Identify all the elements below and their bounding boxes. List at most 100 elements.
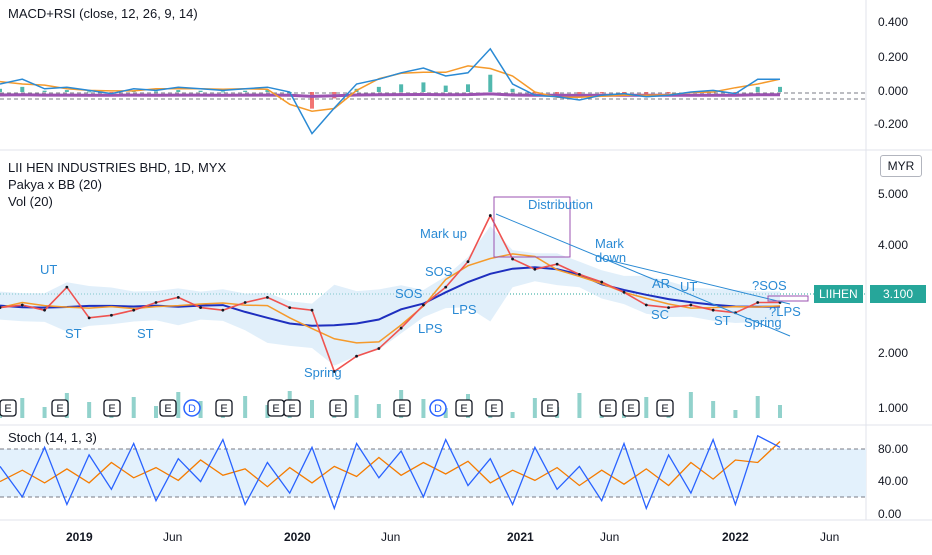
indicator-vol-label[interactable]: Vol (20) <box>8 194 53 209</box>
earnings-marker-text-0: E <box>4 403 11 415</box>
annotation-distribution: Distribution <box>528 197 593 212</box>
earnings-marker-box-3 <box>159 399 177 417</box>
price-point-7 <box>154 301 158 304</box>
macd-hist-bar-26 <box>577 92 582 96</box>
price-point-4 <box>87 316 91 320</box>
macd-tick-0: 0.400 <box>878 15 908 29</box>
macd-hist-bar-25 <box>555 92 560 94</box>
earnings-marker-text-8: E <box>334 403 341 415</box>
price-point-34 <box>756 301 760 304</box>
volume-bar-8 <box>176 392 181 418</box>
annotation-qsos: ?SOS <box>752 278 787 293</box>
x-label-jun-2: Jun <box>381 530 400 544</box>
volume-bar-20 <box>443 408 448 418</box>
target-box[interactable] <box>767 295 809 302</box>
price-tick-3: 2.000 <box>878 346 908 360</box>
earnings-marker-text-11: E <box>460 403 467 415</box>
indicator-bb-label[interactable]: Pakya x BB (20) <box>8 177 102 192</box>
price-point-30 <box>667 306 670 310</box>
earnings-marker-text-7: E <box>288 403 295 415</box>
macd-hist-bar-17 <box>376 86 381 92</box>
volume-bar-24 <box>532 398 537 418</box>
annotation-spring-2: Spring <box>744 315 782 330</box>
earnings-marker-text-2: E <box>108 403 115 415</box>
macd-hist-bar-2 <box>42 90 47 92</box>
stoch-tick-1: 40.00 <box>878 474 908 488</box>
volume-bar-1 <box>20 398 25 418</box>
price-point-31 <box>689 303 693 307</box>
price-point-13 <box>288 306 292 310</box>
macd-hist-bar-27 <box>599 92 604 94</box>
macd-line <box>0 47 780 135</box>
earnings-marker-4: D <box>183 399 201 417</box>
macd-pane-title[interactable]: MACD+RSI (close, 12, 26, 9, 14) <box>8 6 198 21</box>
price-point-1 <box>20 303 24 307</box>
stoch-tick-2: 0.00 <box>878 507 902 521</box>
annotation-spring-1: Spring <box>304 365 342 380</box>
earnings-marker-3: E <box>159 399 177 417</box>
price-point-17 <box>377 347 381 350</box>
macd-hist-bar-3 <box>64 90 69 92</box>
earnings-marker-text-1: E <box>56 403 63 415</box>
price-point-2 <box>43 308 46 312</box>
annotation-st-1: ST <box>65 326 82 341</box>
price-pane-title[interactable]: LII HEN INDUSTRIES BHD, 1D, MYX <box>8 160 227 175</box>
macd-hist-bar-12 <box>265 90 270 92</box>
macd-hist-bar-23 <box>510 88 515 92</box>
earnings-marker-7: E <box>283 399 301 417</box>
price-point-5 <box>110 313 113 317</box>
price-point-14 <box>310 308 314 312</box>
price-point-15 <box>332 370 336 373</box>
x-label-jun-4: Jun <box>820 530 839 544</box>
stoch-k-line <box>0 434 781 511</box>
earnings-marker-16: E <box>656 399 674 417</box>
price-point-24 <box>533 267 537 271</box>
annotation-sos-1: SOS <box>395 286 423 301</box>
volume-bar-11 <box>243 396 248 418</box>
currency-button[interactable]: MYR <box>880 155 922 177</box>
earnings-marker-0: E <box>0 399 17 417</box>
volume-bar-19 <box>421 399 426 418</box>
earnings-marker-box-14 <box>599 399 617 417</box>
macd-hist-bar-11 <box>243 90 248 92</box>
volume-bar-14 <box>310 400 314 418</box>
macd-hist-bar-18 <box>399 84 404 92</box>
earnings-marker-8: E <box>329 399 347 417</box>
stoch-pane-title[interactable]: Stoch (14, 1, 3) <box>8 430 97 445</box>
bollinger-band-fill <box>0 226 780 366</box>
volume-bar-7 <box>154 406 158 418</box>
price-point-32 <box>711 308 715 312</box>
price-point-12 <box>266 295 269 299</box>
x-label-jun-3: Jun <box>600 530 619 544</box>
volume-bar-32 <box>711 401 716 418</box>
macd-hist-bar-28 <box>622 92 626 93</box>
macd-hist-bar-10 <box>220 91 225 93</box>
annotation-st-3: ST <box>714 313 731 328</box>
dividend-marker-circle-4 <box>183 399 201 417</box>
price-point-0 <box>0 306 2 310</box>
stoch-d-line <box>0 441 781 488</box>
earnings-marker-14: E <box>599 399 617 417</box>
price-point-21 <box>466 260 470 263</box>
annotation-sc: SC <box>651 307 669 322</box>
x-label-2021: 2021 <box>507 530 534 544</box>
price-point-20 <box>444 285 448 289</box>
macd-hist-bar-1 <box>20 86 25 92</box>
earnings-marker-box-1 <box>51 399 69 417</box>
macd-series-group <box>0 47 782 135</box>
markdown-trendline[interactable] <box>495 213 791 337</box>
price-point-28 <box>622 290 626 294</box>
distribution-box[interactable] <box>493 196 571 258</box>
earnings-marker-box-11 <box>455 399 473 417</box>
earnings-marker-text-16: E <box>661 403 668 415</box>
markdown-trendline-upper[interactable] <box>599 257 791 305</box>
earnings-marker-box-2 <box>103 399 121 417</box>
earnings-marker-12: E <box>485 399 503 417</box>
earnings-marker-box-8 <box>329 399 347 417</box>
price-point-25 <box>555 262 559 266</box>
price-point-3 <box>65 285 69 289</box>
symbol-badge: LIIHEN <box>814 285 863 303</box>
